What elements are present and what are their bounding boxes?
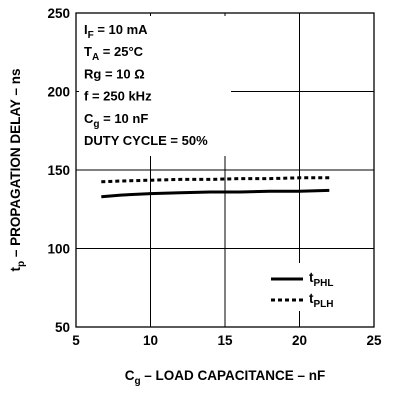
y-tick-label: 250 (47, 6, 70, 21)
condition-text: Cg = 10 nF (84, 111, 148, 130)
y-tick-label: 100 (47, 242, 70, 257)
plot-frame (75, 12, 375, 328)
legend-label-tPHL: tPHL (309, 270, 334, 289)
series-line-tPHL (101, 188, 330, 199)
condition-text: DUTY CYCLE = 50% (84, 133, 208, 148)
tick-labels: 5 10 15 20 25 50 100 150 200 250 (47, 6, 382, 348)
legend: tPHL tPLH (265, 263, 369, 311)
series-line-tPLH (101, 176, 330, 184)
y-tick-label: 50 (55, 320, 70, 335)
x-axis-label: Cg – LOAD CAPACITANCE – nF (125, 368, 326, 387)
y-tick-label: 150 (47, 163, 70, 178)
condition-text: Rg = 10 Ω (84, 66, 145, 81)
condition-text: TA = 25°C (84, 44, 144, 63)
x-tick-label: 25 (366, 333, 382, 348)
x-tick-label: 10 (143, 333, 158, 348)
conditions-background (79, 16, 231, 156)
condition-text: f = 250 kHz (84, 89, 152, 104)
legend-label-tPLH: tPLH (309, 291, 334, 310)
x-tick-label: 15 (217, 333, 233, 348)
x-tick-label: 5 (72, 333, 80, 348)
y-tick-label: 200 (47, 85, 70, 100)
series-layer (101, 176, 330, 199)
y-axis-label: tp – PROPAGATION DELAY – ns (8, 69, 27, 272)
test-conditions: IF = 10 mA TA = 25°C Rg = 10 Ω f = 250 kHz C… (79, 16, 231, 156)
condition-text: IF = 10 mA (84, 22, 148, 41)
plot-border (75, 12, 375, 328)
legend-background (265, 263, 369, 311)
x-tick-label: 20 (292, 333, 307, 348)
axis-labels: Cg – LOAD CAPACITANCE – nF tp – PROPAGATI… (8, 69, 325, 387)
